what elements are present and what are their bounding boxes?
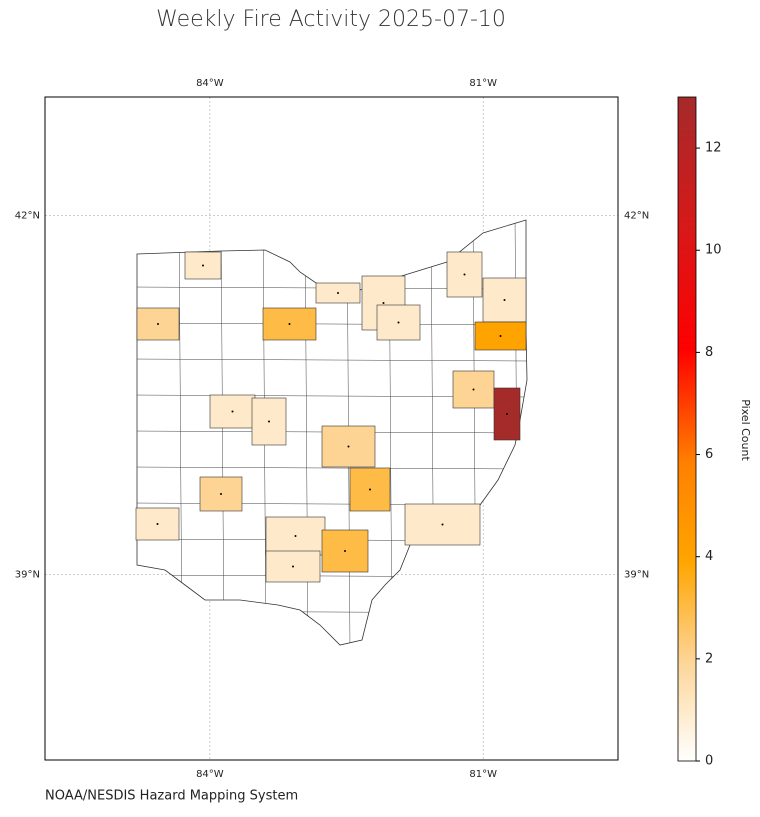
fire-point	[472, 388, 475, 391]
x-tick-label: 81°W	[469, 78, 497, 89]
x-tick-label: 84°W	[196, 769, 224, 780]
fire-point	[157, 323, 159, 325]
colorbar-tick-label: 4	[705, 549, 713, 564]
y-tick-label: 39°N	[15, 570, 40, 581]
colorbar-tick-label: 8	[705, 345, 713, 360]
fire-point	[288, 323, 291, 325]
colorbar-label: Pixel Count	[739, 399, 752, 461]
colorbar-tick-label: 10	[705, 243, 722, 258]
fire-point	[344, 550, 346, 552]
fire-point	[268, 420, 270, 423]
colorbar-tick-label: 0	[705, 754, 713, 769]
county-border	[130, 647, 530, 649]
fire-point	[156, 523, 159, 525]
chart-title: Weekly Fire Activity 2025-07-10	[156, 7, 506, 32]
colorbar-ticks: 0 2 4 6 8 10 12	[696, 141, 722, 769]
fire-point	[382, 302, 385, 304]
colorbar-tick-label: 2	[705, 651, 713, 666]
fire-point	[441, 523, 444, 526]
fire-point	[231, 410, 234, 413]
map-frame	[44, 96, 619, 761]
colorbar	[677, 96, 697, 762]
county-border	[137, 322, 527, 326]
fire-point	[503, 299, 506, 301]
fire-point	[337, 292, 339, 294]
fire-point	[499, 335, 502, 337]
source-note: NOAA/NESDIS Hazard Mapping System	[45, 789, 298, 804]
county-border	[178, 220, 183, 645]
fire-point	[347, 445, 350, 448]
y-tick-label: 42°N	[15, 210, 40, 221]
fire-point	[294, 535, 297, 537]
graticule	[45, 97, 618, 760]
x-tick-label: 81°W	[469, 769, 497, 780]
colorbar-tick-label: 12	[705, 141, 722, 156]
fire-point	[506, 413, 508, 415]
colorbar-tick-label: 6	[705, 447, 713, 462]
counties	[135, 251, 527, 583]
fire-point	[292, 565, 294, 568]
fire-point	[220, 493, 222, 495]
fire-point	[463, 273, 466, 276]
county-border	[137, 358, 527, 362]
y-tick-label: 42°N	[624, 210, 649, 221]
fire-point	[369, 488, 371, 491]
county-border	[137, 466, 527, 470]
fire-point	[202, 264, 204, 267]
x-tick-label: 84°W	[196, 78, 224, 89]
fire-point	[397, 321, 400, 324]
y-tick-label: 39°N	[624, 570, 649, 581]
